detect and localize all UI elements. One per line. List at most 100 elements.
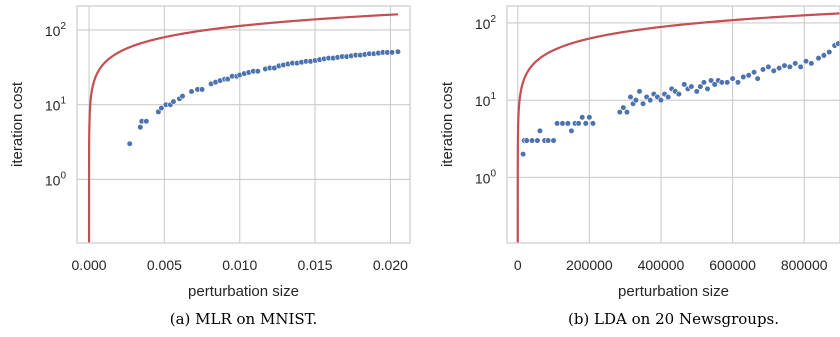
chart-a-data-point [143, 118, 150, 125]
chart-b-data-point [620, 104, 627, 111]
chart-a-data-point [224, 75, 231, 83]
chart-a-x-axis-label: perturbation size [188, 283, 299, 300]
chart-b-y-tick-label: 101 [475, 91, 497, 109]
chart-b-data-point [589, 120, 597, 127]
chart-panel-b: 0 200000 400000 600000 800000 100 101 102 pertur… [439, 5, 840, 328]
chart-a-curve-group [87, 13, 399, 243]
chart-b-data-point [534, 137, 541, 144]
chart-b-data-point [707, 77, 715, 84]
chart-b-x-tick-label: 800000 [781, 257, 828, 273]
chart-b-data-point [632, 97, 640, 104]
chart-b-data-point [536, 127, 544, 134]
chart-b-data-point [582, 120, 589, 127]
chart-a-x-tick-label: 0.000 [72, 257, 107, 273]
chart-b-data-point [745, 72, 752, 79]
chart-b-x-axis-label: perturbation size [618, 283, 729, 300]
chart-b-x-tick-label: 400000 [638, 257, 685, 273]
chart-b-points [520, 40, 840, 158]
chart-a-points [126, 48, 402, 147]
chart-b-data-point [734, 79, 742, 86]
chart-b-data-point [826, 48, 833, 56]
chart-a-x-tick-label: 0.005 [147, 257, 182, 273]
chart-a-model-curve [87, 13, 399, 243]
chart-b-data-point [808, 60, 815, 67]
chart-b-data-point [627, 93, 634, 101]
chart-b-data-point [765, 63, 772, 70]
chart-b-x-tick-label: 600000 [709, 257, 756, 273]
chart-b-data-point [740, 73, 747, 81]
chart-a-y-tick-label: 101 [45, 96, 67, 114]
chart-b-data-point [786, 63, 793, 70]
chart-b-data-point [697, 83, 704, 90]
chart-a-y-axis-label: iteration cost [9, 81, 26, 167]
chart-a-data-point [137, 124, 144, 131]
chart-b-data-point [545, 137, 552, 144]
chart-b-data-point [665, 93, 672, 101]
chart-b-y-tick-label: 102 [475, 14, 497, 32]
chart-a-y-tick-label: 102 [45, 21, 67, 39]
chart-a-caption: (a) MLR on MNIST. [170, 310, 318, 328]
chart-a-y-tick-label: 100 [45, 170, 67, 188]
chart-b-data-point [724, 79, 731, 86]
chart-b-data-point [820, 52, 827, 59]
chart-a-data-point [188, 88, 195, 95]
chart-b-data-point [657, 97, 665, 104]
chart-b-data-point [815, 55, 822, 62]
chart-b-x-tick-label: 200000 [566, 257, 613, 273]
chart-b-data-point [579, 114, 586, 121]
chart-b-data-point [835, 40, 840, 47]
chart-b-data-point [776, 65, 783, 72]
chart-b-model-curve [516, 12, 840, 243]
chart-b-data-point [797, 63, 804, 70]
chart-a-x-tick-label: 0.020 [373, 257, 408, 273]
chart-a-x-tick-label: 0.015 [298, 257, 333, 273]
chart-a-data-point [179, 93, 186, 100]
chart-a-x-tick-label: 0.010 [222, 257, 257, 273]
chart-b-caption: (b) LDA on 20 Newsgroups. [568, 310, 779, 328]
chart-b-data-point [802, 58, 810, 65]
chart-panel-a: 0.000 0.005 0.010 0.015 0.020 100 101 102 pertur… [9, 5, 411, 328]
chart-b-y-tick-label: 100 [475, 168, 497, 186]
chart-b-data-point [564, 120, 571, 127]
chart-a-plot-area [77, 6, 410, 243]
chart-b-frame [506, 5, 840, 244]
chart-b-data-point [636, 88, 643, 95]
chart-b-data-point [688, 83, 695, 90]
chart-b-data-point [559, 120, 566, 127]
chart-b-data-point [647, 97, 654, 104]
chart-b-data-point [550, 137, 557, 144]
chart-b-data-point [523, 137, 530, 144]
chart-b-curve-group [516, 12, 840, 243]
chart-b-data-point [700, 79, 708, 86]
chart-b-data-point [675, 90, 682, 98]
chart-b-data-point [770, 67, 777, 74]
chart-a-data-point [254, 68, 261, 75]
chart-b-data-point [718, 79, 725, 86]
chart-a-frame [76, 5, 411, 244]
chart-b-x-tick-label: 0 [514, 257, 522, 273]
chart-b-data-point [623, 109, 631, 116]
chart-a-data-point [394, 48, 402, 55]
chart-b-data-point [520, 151, 527, 158]
chart-a-data-point [170, 98, 177, 105]
chart-b-data-point [693, 88, 700, 95]
chart-b-data-point [586, 114, 593, 121]
chart-b-y-axis-label: iteration cost [439, 81, 456, 167]
chart-b-data-point [554, 120, 561, 127]
chart-a-data-point [198, 86, 206, 93]
chart-b-data-point [754, 75, 761, 82]
chart-b-data-point [575, 120, 582, 127]
chart-a-data-point [126, 140, 133, 147]
chart-a-data-point [158, 105, 165, 112]
chart-b-data-point [704, 85, 711, 92]
chart-b-data-point [711, 81, 718, 88]
chart-b-data-point [639, 100, 647, 107]
chart-b-data-point [568, 127, 575, 134]
chart-b-data-point [528, 137, 536, 144]
chart-b-data-point [759, 66, 767, 73]
chart-b-data-point [729, 75, 736, 82]
chart-a-data-point [388, 49, 396, 56]
chart-b-data-point [616, 109, 623, 116]
chart-b-data-point [750, 69, 758, 76]
